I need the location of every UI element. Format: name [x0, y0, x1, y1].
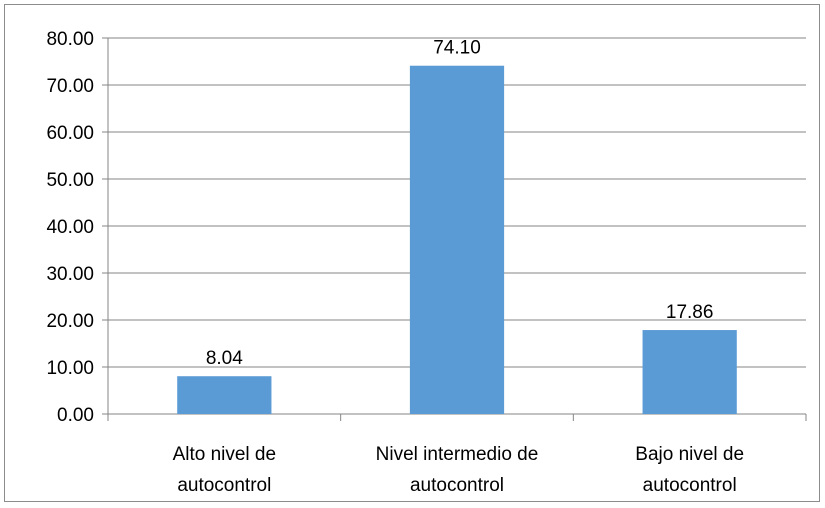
y-tick-label: 60.00: [46, 123, 94, 144]
data-label: 17.86: [666, 302, 714, 323]
y-tick-label: 30.00: [46, 264, 94, 285]
x-tick-label: Alto nivel de: [173, 444, 277, 465]
x-tick-label: Bajo nivel de: [635, 444, 744, 465]
bar: [177, 376, 272, 414]
x-tick-label: autocontrol: [643, 475, 737, 496]
x-tick-label: autocontrol: [410, 475, 504, 496]
y-tick-label: 80.00: [46, 29, 94, 50]
y-tick-label: 20.00: [46, 311, 94, 332]
data-label: 8.04: [206, 348, 243, 369]
x-tick-label: autocontrol: [177, 475, 271, 496]
y-tick-label: 50.00: [46, 170, 94, 191]
y-tick-label: 40.00: [46, 217, 94, 238]
y-tick-label: 0.00: [57, 405, 94, 426]
y-tick-label: 10.00: [46, 358, 94, 379]
bar: [642, 330, 737, 414]
x-tick-label: Nivel intermedio de: [376, 444, 539, 465]
bar: [409, 65, 505, 414]
y-tick-label: 70.00: [46, 76, 94, 97]
data-label: 74.10: [433, 38, 481, 59]
